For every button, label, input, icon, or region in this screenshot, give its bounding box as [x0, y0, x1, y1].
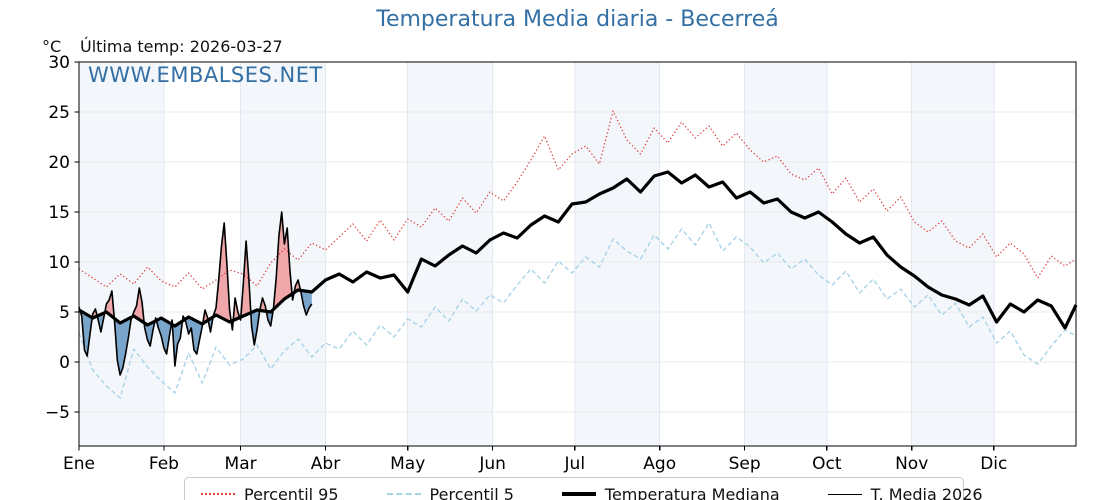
legend-item: Percentil 5 [386, 484, 514, 500]
x-tick-label: Sep [729, 454, 761, 474]
fill-below-median [266, 309, 274, 326]
plot-frame [78, 61, 1077, 447]
x-tick-label: Oct [812, 454, 842, 474]
fill-below-median [300, 290, 312, 315]
y-tick-label: 0 [59, 353, 70, 373]
chart-title: Temperatura Media diaria - Becerreá [376, 7, 779, 32]
fill-below-median [97, 312, 105, 332]
y-axis-unit-label: °C [42, 37, 62, 56]
x-tick-label: Ago [643, 454, 676, 474]
fill-below-median [144, 321, 155, 346]
month-band [574, 62, 660, 446]
y-tick-label: 10 [48, 253, 70, 273]
y-tick-label: 15 [48, 203, 70, 223]
y-tick-label: 20 [48, 153, 70, 173]
legend-line-sample [386, 493, 421, 495]
series-line-temperatura-mediana [78, 170, 1078, 330]
watermark: WWW.EMBALSES.NET [88, 63, 323, 87]
series-line-percentil-95 [78, 110, 1077, 290]
x-tick-label: Jul [564, 454, 586, 474]
y-tick-label: 25 [48, 103, 70, 123]
y-tick-label: −5 [45, 403, 70, 423]
month-band [744, 62, 827, 446]
x-tick-label: Dic [980, 454, 1007, 474]
last-temp-label: Última temp: 2026-03-27 [80, 37, 283, 56]
legend-item: T. Media 2026 [827, 484, 983, 500]
legend-item: Temperatura Mediana [561, 484, 780, 500]
y-tick-label: 30 [48, 53, 70, 73]
axes-ticks-labels: 30 25 20 15 10 5 0 −5 Ene Feb Mar Abr May Jun Jul Ago Se… [45, 53, 1007, 474]
x-tick-label: Feb [149, 454, 179, 474]
legend-label: Percentil 5 [429, 484, 514, 500]
month-band [79, 62, 164, 446]
fill-below-median [250, 310, 260, 345]
x-tick-label: May [390, 454, 425, 474]
fill-below-median [114, 316, 133, 375]
fill-below-median [80, 310, 93, 356]
legend-item: Percentil 95 [201, 485, 339, 500]
month-bands [79, 62, 994, 446]
legend: Percentil 95 Percentil 5 Temperatura Media… [184, 477, 983, 500]
fill-above-median [259, 298, 267, 312]
y-tick-label: 5 [59, 303, 70, 323]
legend-line-sample [201, 493, 235, 495]
legend-label: T. Media 2026 [870, 484, 983, 500]
fill-above-median [240, 241, 251, 318]
legend-label: Temperatura Mediana [604, 484, 780, 500]
legend-line-sample [561, 492, 596, 496]
legend-line-sample [827, 493, 862, 495]
x-tick-label: Nov [895, 454, 928, 474]
month-band [911, 62, 994, 446]
x-tick-label: Ene [63, 454, 95, 474]
x-tick-label: Jun [478, 454, 506, 474]
fill-above-median [132, 288, 145, 323]
x-tick-label: Abr [311, 454, 340, 474]
legend-label: Percentil 95 [244, 484, 339, 500]
x-tick-label: Mar [225, 454, 257, 474]
